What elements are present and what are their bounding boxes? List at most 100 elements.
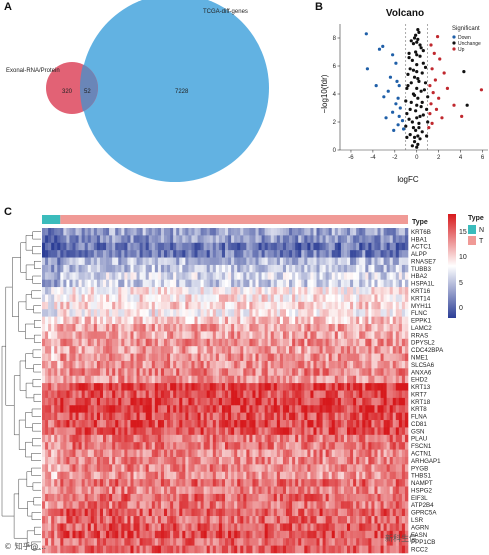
heatmap-cell bbox=[118, 309, 122, 317]
heatmap-cell bbox=[353, 405, 357, 413]
heatmap-cell bbox=[328, 242, 333, 251]
heatmap-cell bbox=[200, 353, 204, 362]
heatmap-cell bbox=[197, 360, 201, 369]
volcano-point-up bbox=[433, 78, 437, 82]
heatmap-cell bbox=[90, 338, 95, 347]
heatmap-cell bbox=[87, 479, 92, 487]
heatmap-cell bbox=[301, 235, 305, 244]
heatmap-cell bbox=[191, 228, 195, 236]
heatmap-cell bbox=[316, 397, 320, 406]
heatmap-cell bbox=[267, 294, 272, 303]
heatmap-cell bbox=[139, 257, 143, 266]
heatmap-cell bbox=[139, 471, 143, 480]
heatmap-cell bbox=[350, 479, 354, 487]
heatmap-cell bbox=[347, 420, 351, 428]
heatmap-cell bbox=[151, 316, 156, 325]
heatmap-cell bbox=[87, 353, 92, 362]
heatmap-cell bbox=[60, 412, 64, 421]
heatmap-cell bbox=[374, 287, 378, 295]
heatmap-cell bbox=[188, 242, 192, 251]
volcano-point-up bbox=[431, 91, 435, 95]
heatmap-cell bbox=[170, 412, 174, 421]
heatmap-cell bbox=[106, 486, 110, 495]
heatmap-cell bbox=[51, 228, 55, 236]
heatmap-cell bbox=[63, 420, 67, 428]
heatmap-cell bbox=[325, 508, 329, 517]
heatmap-cell bbox=[191, 235, 195, 244]
heatmap-cell bbox=[96, 264, 101, 273]
heatmap-cell bbox=[371, 375, 375, 384]
heatmap-cell bbox=[215, 464, 220, 473]
heatmap-cell bbox=[96, 516, 101, 524]
volcano-point-unchange bbox=[416, 77, 420, 81]
heatmap-cell bbox=[307, 324, 311, 332]
heatmap-cell bbox=[261, 486, 265, 495]
heatmap-cell bbox=[194, 486, 198, 495]
heatmap-cell bbox=[313, 464, 317, 473]
heatmap-cell bbox=[249, 324, 253, 332]
heatmap-cell bbox=[231, 501, 235, 509]
heatmap-cell bbox=[139, 353, 143, 362]
heatmap-cell bbox=[237, 412, 241, 421]
heatmap-cell bbox=[282, 324, 287, 332]
heatmap-cell bbox=[340, 464, 345, 473]
heatmap-cell bbox=[231, 449, 235, 458]
heatmap-cell bbox=[225, 412, 229, 421]
heatmap-cell bbox=[99, 287, 104, 295]
heatmap-cell bbox=[96, 309, 101, 317]
heatmap-cell bbox=[371, 501, 375, 509]
heatmap-cell bbox=[209, 272, 214, 281]
heatmap-cell bbox=[395, 412, 400, 421]
heatmap-cell bbox=[179, 309, 183, 317]
heatmap-cell bbox=[334, 412, 339, 421]
heatmap-cell bbox=[121, 331, 125, 340]
heatmap-cell bbox=[139, 405, 143, 413]
heatmap-cell bbox=[252, 250, 256, 258]
heatmap-cell bbox=[54, 427, 58, 436]
heatmap-cell bbox=[176, 368, 180, 377]
heatmap-cell bbox=[340, 242, 345, 251]
heatmap-cell bbox=[191, 346, 195, 354]
heatmap-cell bbox=[267, 360, 272, 369]
heatmap-cell bbox=[160, 250, 165, 258]
heatmap-cell bbox=[142, 471, 146, 480]
heatmap-cell bbox=[310, 449, 314, 458]
heatmap-cell bbox=[340, 427, 345, 436]
heatmap-cell bbox=[304, 346, 308, 354]
heatmap-cell bbox=[103, 257, 107, 266]
heatmap-cell bbox=[343, 309, 348, 317]
heatmap-cell bbox=[84, 360, 89, 369]
heatmap-cell bbox=[225, 516, 229, 524]
heatmap-cell bbox=[404, 434, 409, 443]
heatmap-cell bbox=[75, 346, 79, 354]
heatmap-cell bbox=[60, 420, 64, 428]
heatmap-cell bbox=[197, 501, 201, 509]
heatmap-cell bbox=[48, 360, 52, 369]
heatmap-cell bbox=[295, 309, 299, 317]
dendrogram-branch bbox=[25, 323, 35, 340]
heatmap-cell bbox=[258, 486, 262, 495]
heatmap-cell bbox=[96, 397, 101, 406]
heatmap-cell bbox=[148, 301, 153, 310]
heatmap-cell bbox=[273, 456, 278, 465]
heatmap-cell bbox=[179, 257, 183, 266]
heatmap-cell bbox=[109, 486, 113, 495]
heatmap-cell bbox=[151, 235, 156, 244]
heatmap-cell bbox=[173, 501, 177, 509]
heatmap-cell bbox=[45, 264, 49, 273]
heatmap-cell bbox=[377, 360, 381, 369]
heatmap-cell bbox=[218, 449, 223, 458]
heatmap-cell bbox=[395, 294, 400, 303]
heatmap-cell bbox=[398, 434, 403, 443]
heatmap-cell bbox=[289, 420, 293, 428]
heatmap-cell bbox=[392, 412, 397, 421]
heatmap-cell bbox=[301, 501, 305, 509]
heatmap-cell bbox=[148, 471, 153, 480]
heatmap-cell bbox=[176, 412, 180, 421]
heatmap-cell bbox=[72, 272, 76, 281]
heatmap-cell bbox=[231, 397, 235, 406]
heatmap-cell bbox=[307, 264, 311, 273]
heatmap-cell bbox=[228, 279, 232, 288]
heatmap-cell bbox=[289, 464, 293, 473]
heatmap-cell bbox=[273, 338, 278, 347]
